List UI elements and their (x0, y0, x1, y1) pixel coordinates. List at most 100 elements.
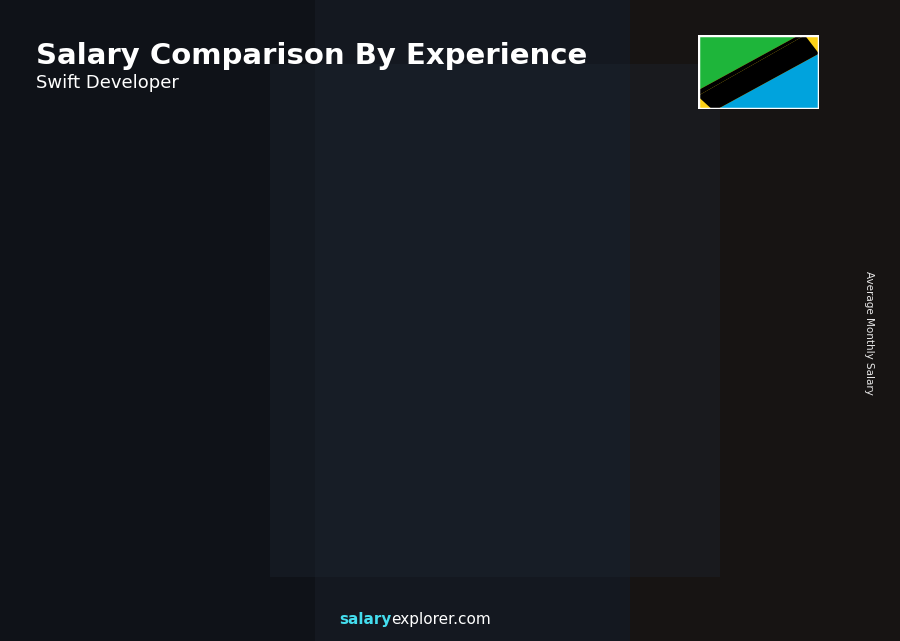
Text: explorer.com: explorer.com (392, 612, 491, 627)
Polygon shape (478, 328, 479, 550)
Polygon shape (392, 385, 393, 550)
Text: < 2 Years: < 2 Years (134, 567, 212, 581)
Polygon shape (694, 194, 761, 204)
Text: Swift Developer: Swift Developer (36, 74, 179, 92)
Text: 15 to 20: 15 to 20 (578, 567, 646, 581)
Polygon shape (530, 328, 531, 550)
Polygon shape (183, 492, 184, 550)
Polygon shape (598, 262, 599, 550)
Polygon shape (172, 492, 173, 550)
Polygon shape (254, 451, 255, 550)
Polygon shape (489, 328, 491, 550)
Polygon shape (403, 385, 404, 550)
Polygon shape (477, 328, 478, 550)
Polygon shape (305, 451, 306, 550)
Polygon shape (718, 204, 719, 550)
Polygon shape (528, 328, 529, 550)
Polygon shape (640, 262, 641, 550)
Polygon shape (698, 204, 699, 550)
Polygon shape (161, 492, 162, 550)
Polygon shape (516, 328, 517, 550)
Text: +nan%: +nan% (297, 317, 362, 335)
Polygon shape (748, 204, 749, 550)
Polygon shape (281, 451, 282, 550)
Polygon shape (700, 204, 701, 550)
Polygon shape (144, 492, 145, 550)
Polygon shape (506, 328, 508, 550)
Polygon shape (634, 262, 635, 550)
Polygon shape (144, 482, 212, 492)
Polygon shape (367, 385, 368, 550)
Polygon shape (388, 385, 389, 550)
Polygon shape (386, 385, 387, 550)
Polygon shape (702, 204, 703, 550)
Polygon shape (481, 328, 482, 550)
Polygon shape (491, 328, 492, 550)
Polygon shape (722, 204, 723, 550)
Polygon shape (187, 492, 188, 550)
Polygon shape (524, 328, 525, 550)
Polygon shape (283, 451, 284, 550)
Polygon shape (711, 204, 712, 550)
Polygon shape (151, 492, 152, 550)
Polygon shape (287, 451, 289, 550)
Polygon shape (405, 385, 406, 550)
Polygon shape (589, 262, 590, 550)
Polygon shape (475, 328, 476, 550)
Polygon shape (706, 204, 707, 550)
Polygon shape (603, 262, 604, 550)
Polygon shape (588, 262, 589, 550)
Polygon shape (720, 204, 721, 550)
Polygon shape (182, 492, 183, 550)
Polygon shape (515, 328, 516, 550)
Polygon shape (616, 262, 617, 550)
Polygon shape (737, 204, 738, 550)
Text: 0 TZS: 0 TZS (378, 356, 416, 369)
Polygon shape (284, 451, 285, 550)
Polygon shape (488, 328, 489, 550)
Polygon shape (277, 451, 278, 550)
Polygon shape (384, 385, 385, 550)
Polygon shape (310, 451, 311, 550)
Polygon shape (511, 328, 512, 550)
Polygon shape (411, 385, 412, 550)
Polygon shape (374, 385, 375, 550)
Polygon shape (698, 35, 819, 109)
Polygon shape (399, 385, 400, 550)
Polygon shape (739, 204, 740, 550)
Polygon shape (166, 492, 167, 550)
Polygon shape (400, 385, 401, 550)
Polygon shape (742, 204, 743, 550)
Polygon shape (267, 451, 268, 550)
Polygon shape (254, 441, 322, 451)
Polygon shape (176, 492, 177, 550)
Polygon shape (274, 451, 275, 550)
Polygon shape (369, 385, 370, 550)
Polygon shape (509, 328, 510, 550)
Polygon shape (147, 492, 148, 550)
Polygon shape (188, 492, 189, 550)
Text: 20+ Years: 20+ Years (680, 567, 763, 581)
Polygon shape (370, 385, 371, 550)
Polygon shape (419, 385, 420, 550)
Polygon shape (705, 204, 706, 550)
Polygon shape (145, 492, 147, 550)
Polygon shape (402, 385, 403, 550)
Polygon shape (371, 385, 372, 550)
Polygon shape (306, 451, 307, 550)
Polygon shape (717, 204, 718, 550)
Polygon shape (606, 262, 607, 550)
Polygon shape (699, 204, 700, 550)
Polygon shape (190, 492, 191, 550)
Polygon shape (285, 451, 286, 550)
Polygon shape (159, 492, 160, 550)
Polygon shape (721, 204, 722, 550)
Polygon shape (368, 385, 369, 550)
Text: 0 TZS: 0 TZS (488, 298, 526, 312)
Polygon shape (482, 328, 483, 550)
Polygon shape (505, 328, 506, 550)
Polygon shape (291, 451, 292, 550)
Polygon shape (377, 385, 378, 550)
Polygon shape (600, 262, 601, 550)
Polygon shape (633, 262, 634, 550)
